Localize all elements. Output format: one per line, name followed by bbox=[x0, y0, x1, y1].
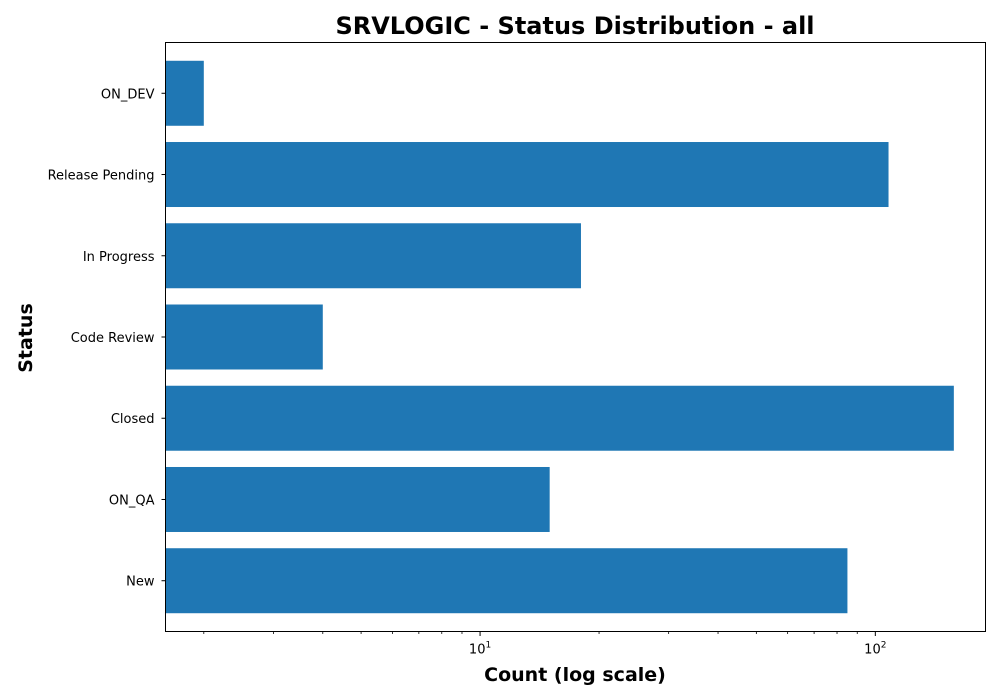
y-tick-label: ON_DEV bbox=[101, 87, 155, 102]
y-tick-label: In Progress bbox=[83, 250, 155, 265]
y-axis-ticks: New ON_QA Closed Code Review In Progress Rele… bbox=[48, 87, 166, 590]
x-tick-label: 101 bbox=[469, 641, 491, 658]
bar-in-progress bbox=[165, 223, 581, 289]
x-axis-label: Count (log scale) bbox=[484, 664, 666, 686]
bar-new bbox=[165, 548, 848, 614]
y-axis-label: Status bbox=[15, 303, 37, 373]
chart-title: SRVLOGIC - Status Distribution - all bbox=[335, 12, 814, 40]
y-tick-label: ON_QA bbox=[109, 493, 155, 508]
y-tick-label: New bbox=[126, 575, 155, 590]
bar-release-pending bbox=[165, 142, 889, 208]
bars-layer bbox=[165, 60, 954, 614]
y-tick-label: Release Pending bbox=[48, 169, 155, 184]
x-tick-label: 102 bbox=[864, 641, 886, 658]
y-tick-label: Code Review bbox=[71, 331, 155, 346]
bar-code-review bbox=[165, 304, 323, 370]
x-axis-ticks: 101 102 bbox=[203, 631, 886, 658]
bar-on-dev bbox=[165, 60, 204, 126]
bar-on-qa bbox=[165, 466, 550, 532]
bar-closed bbox=[165, 385, 954, 451]
y-tick-label: Closed bbox=[111, 412, 155, 427]
plot-frame bbox=[165, 42, 986, 632]
